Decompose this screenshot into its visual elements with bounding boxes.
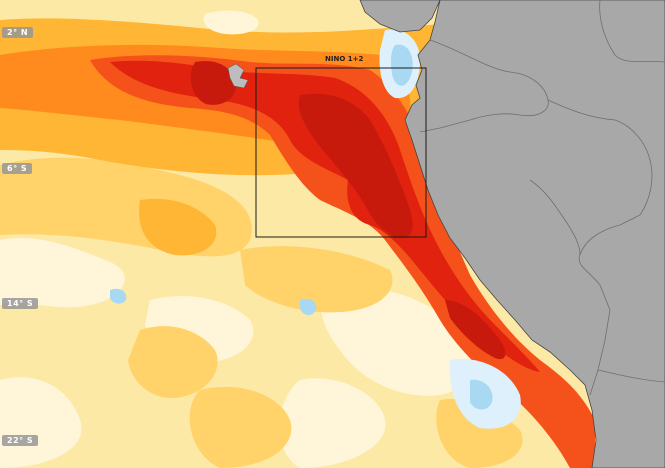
anomaly-pale-patch (321, 287, 471, 396)
anomaly-pale-patch (279, 378, 386, 468)
anomaly-cool-patch (470, 379, 493, 410)
nino-region-label: NINO 1+2 (325, 55, 364, 63)
latitude-label-2n: 2° N (2, 27, 34, 38)
latitude-label-6s: 6° S (2, 163, 33, 174)
nino-region-box (255, 67, 427, 238)
anomaly-gold-patch (139, 198, 217, 256)
latitude-label-14s: 14° S (2, 298, 39, 309)
anomaly-cool-patch (110, 288, 127, 304)
country-border (529, 179, 581, 256)
anomaly-dark-red-core (190, 60, 237, 105)
anomaly-cool-patch (203, 10, 259, 35)
anomaly-cool-patch (300, 298, 317, 316)
south-america-land (404, 0, 665, 468)
anomaly-dark-red-core (445, 300, 506, 360)
anomaly-yellow-patch (240, 246, 393, 313)
anomaly-yellow-patch (189, 386, 292, 468)
anomaly-pale-patch (0, 238, 125, 308)
country-border (599, 0, 665, 63)
anomaly-dark-red-core (298, 93, 413, 239)
central-america-land (359, 0, 441, 33)
galapagos-islands (227, 63, 249, 89)
country-border (547, 99, 653, 396)
anomaly-yellow-patch (128, 326, 218, 399)
country-border (597, 369, 665, 383)
latitude-label-22s: 22° S (2, 435, 39, 446)
anomaly-cool-patch (390, 44, 413, 86)
